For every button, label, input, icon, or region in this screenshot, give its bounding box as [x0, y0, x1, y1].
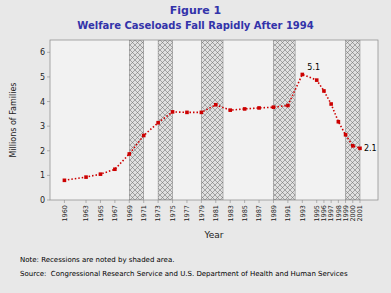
marker	[358, 147, 362, 151]
marker	[344, 133, 348, 137]
x-tick	[143, 200, 144, 203]
x-tick-label: 1985	[241, 205, 249, 222]
marker	[113, 167, 117, 171]
x-tick	[86, 200, 87, 203]
x-tick	[172, 200, 173, 203]
x-tick	[186, 200, 187, 203]
marker	[200, 111, 204, 115]
annotation: 5.1	[307, 63, 320, 72]
note: Note: Recessions are noted by shaded are…	[20, 256, 174, 264]
x-tick-label: 2001	[356, 205, 364, 222]
chart: Figure 1 Welfare Caseloads Fall Rapidly A…	[0, 0, 391, 293]
x-tick	[359, 200, 360, 203]
recession-span	[158, 40, 172, 200]
x-tick-label: 1975	[169, 205, 177, 222]
x-tick-label: 1967	[111, 205, 119, 222]
source: Source: Congressional Research Service a…	[20, 270, 348, 278]
recession-span	[129, 40, 143, 200]
background	[0, 0, 391, 293]
x-tick	[316, 200, 317, 203]
y-tick-label: 2	[40, 147, 45, 156]
x-tick-label: 1979	[198, 205, 206, 222]
marker	[127, 152, 131, 156]
x-tick	[158, 200, 159, 203]
x-tick	[287, 200, 288, 203]
recession-span	[273, 40, 295, 200]
line	[64, 74, 360, 180]
y-tick	[47, 76, 50, 77]
x-tick-label: 1969	[126, 205, 134, 222]
marker	[99, 172, 103, 176]
y-tick-label: 5	[40, 73, 45, 82]
x-tick	[230, 200, 231, 203]
x-tick	[338, 200, 339, 203]
marker	[156, 121, 160, 125]
marker	[322, 89, 326, 93]
marker	[329, 102, 333, 106]
x-tick-label: 1991	[284, 205, 292, 222]
marker	[142, 134, 146, 138]
y-tick	[47, 52, 50, 53]
plot-area	[50, 40, 378, 200]
marker	[286, 104, 290, 108]
x-tick	[331, 200, 332, 203]
y-tick	[47, 101, 50, 102]
recession-span	[346, 40, 360, 200]
x-tick	[259, 200, 260, 203]
x-tick	[215, 200, 216, 203]
plot-group	[63, 40, 362, 200]
x-tick	[114, 200, 115, 203]
x-tick-label: 1965	[97, 205, 105, 222]
x-tick	[244, 200, 245, 203]
marker	[243, 107, 247, 111]
x-tick-label: 1993	[299, 205, 307, 222]
marker	[301, 73, 305, 77]
y-tick	[47, 126, 50, 127]
y-tick-label: 0	[40, 196, 45, 205]
frame	[50, 40, 378, 200]
x-tick-label: 1963	[82, 205, 90, 222]
x-tick-label: 1977	[183, 205, 191, 222]
x-tick	[129, 200, 130, 203]
x-tick-label: 1983	[227, 205, 235, 222]
x-tick-label: 1971	[140, 205, 148, 222]
y-tick-label: 4	[40, 98, 45, 107]
x-axis-label: Year	[203, 230, 223, 240]
x-tick-label: 1981	[212, 205, 220, 222]
marker	[228, 108, 232, 112]
marker	[351, 144, 355, 148]
x-tick-label: 1960	[61, 205, 69, 222]
marker	[185, 111, 189, 115]
subtitle: Welfare Caseloads Fall Rapidly After 199…	[77, 20, 314, 31]
marker	[272, 105, 276, 109]
marker	[214, 103, 218, 107]
y-tick-label: 1	[40, 171, 45, 180]
x-tick	[323, 200, 324, 203]
marker	[257, 106, 261, 110]
y-tick-label: 3	[40, 122, 45, 131]
marker	[171, 110, 175, 114]
y-axis-label: Millions of Families	[9, 82, 18, 157]
y-tick	[47, 200, 50, 201]
recession-span	[201, 40, 223, 200]
y-tick	[47, 175, 50, 176]
y-tick-label: 6	[40, 48, 45, 57]
x-tick	[64, 200, 65, 203]
x-tick	[201, 200, 202, 203]
x-tick	[352, 200, 353, 203]
x-tick	[273, 200, 274, 203]
x-tick-label: 1987	[255, 205, 263, 222]
marker	[315, 78, 319, 82]
x-tick	[345, 200, 346, 203]
marker	[337, 120, 341, 124]
annotation: 2.1	[364, 144, 377, 153]
marker	[63, 179, 67, 183]
y-tick	[47, 150, 50, 151]
x-tick-label: 1989	[270, 205, 278, 222]
title: Figure 1	[170, 4, 221, 17]
x-tick	[100, 200, 101, 203]
marker	[84, 175, 88, 179]
x-tick-label: 1973	[154, 205, 162, 222]
x-tick	[302, 200, 303, 203]
